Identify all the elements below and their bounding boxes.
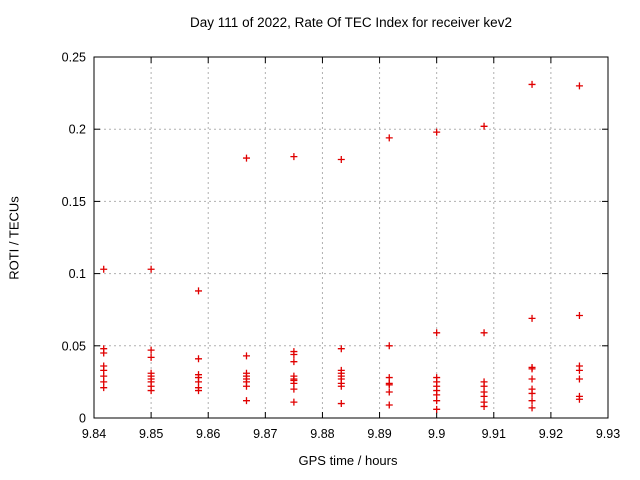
data-point xyxy=(147,353,155,361)
data-point xyxy=(100,349,108,357)
data-point xyxy=(147,387,155,395)
x-tick-label: 9.85 xyxy=(139,427,163,441)
plot-border xyxy=(93,56,609,419)
y-tick-label: 0.25 xyxy=(62,51,86,65)
y-tick-label: 0.05 xyxy=(62,339,86,353)
data-point xyxy=(290,350,298,358)
x-tick-label: 9.9 xyxy=(428,427,445,441)
data-point xyxy=(528,365,536,373)
data-point xyxy=(242,382,250,390)
chart-title: Day 111 of 2022, Rate Of TEC Index for r… xyxy=(190,15,512,30)
data-point xyxy=(385,342,393,350)
data-point xyxy=(433,397,441,405)
data-point xyxy=(242,352,250,360)
data-point xyxy=(433,329,441,337)
data-point xyxy=(290,385,298,393)
data-point xyxy=(195,287,203,295)
data-point xyxy=(480,329,488,337)
data-point xyxy=(575,375,583,383)
data-point xyxy=(480,122,488,130)
y-tick-label: 0.15 xyxy=(62,195,86,209)
x-tick-label: 9.87 xyxy=(253,427,277,441)
x-tick-label: 9.88 xyxy=(310,427,334,441)
data-point xyxy=(290,153,298,161)
x-tick-label: 9.93 xyxy=(596,427,620,441)
data-point xyxy=(242,154,250,162)
data-point xyxy=(528,397,536,405)
data-point xyxy=(290,358,298,366)
data-point xyxy=(575,366,583,374)
data-point xyxy=(385,401,393,409)
x-tick-label: 9.89 xyxy=(367,427,391,441)
x-tick-label: 9.92 xyxy=(539,427,563,441)
data-point xyxy=(385,134,393,142)
data-point xyxy=(385,381,393,389)
data-point xyxy=(100,265,108,273)
data-point xyxy=(433,128,441,136)
data-point xyxy=(337,382,345,390)
y-tick-label: 0.2 xyxy=(69,123,86,137)
data-point xyxy=(575,82,583,90)
data-point xyxy=(385,388,393,396)
data-point xyxy=(195,387,203,395)
data-point xyxy=(528,375,536,383)
data-point xyxy=(100,384,108,392)
data-point xyxy=(528,389,536,397)
y-tick-label: 0 xyxy=(79,412,86,426)
x-axis-label: GPS time / hours xyxy=(298,453,398,468)
data-point xyxy=(337,156,345,164)
x-tick-label: 9.86 xyxy=(196,427,220,441)
data-point xyxy=(528,80,536,88)
data-point xyxy=(147,346,155,354)
data-point xyxy=(337,345,345,353)
y-tick-label: 0.1 xyxy=(69,267,86,281)
data-point xyxy=(337,400,345,408)
data-point xyxy=(480,402,488,410)
data-point xyxy=(433,405,441,413)
data-point xyxy=(147,265,155,273)
data-point xyxy=(195,355,203,363)
data-point xyxy=(528,314,536,322)
y-axis-label: ROTI / TECUs xyxy=(6,196,22,280)
x-tick-label: 9.91 xyxy=(482,427,506,441)
data-point xyxy=(290,398,298,406)
data-point xyxy=(242,397,250,405)
data-point xyxy=(575,311,583,319)
data-point xyxy=(575,395,583,403)
data-point xyxy=(528,404,536,412)
x-tick-label: 9.84 xyxy=(82,427,106,441)
